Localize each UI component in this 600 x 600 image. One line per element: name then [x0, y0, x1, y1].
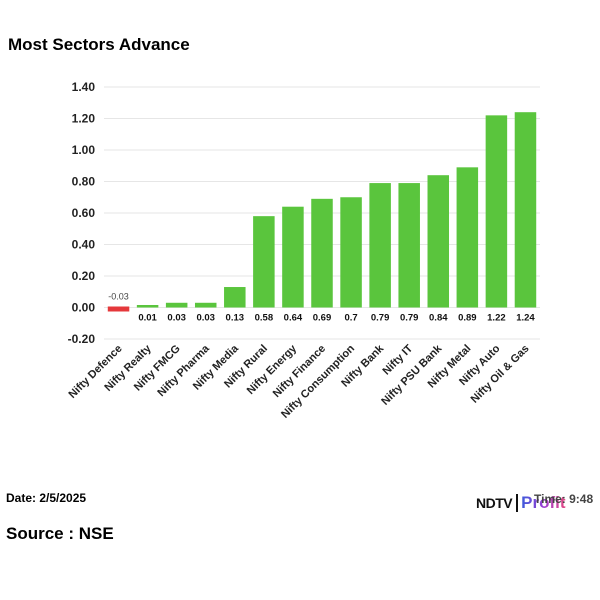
bar: [282, 206, 304, 308]
source-label: Source : NSE: [6, 524, 114, 543]
y-axis-ticks: 1.40 1.20 1.00 0.80 0.60 0.40 0.20 0.00 -0.20: [68, 80, 96, 346]
data-label: 0.79: [371, 313, 390, 324]
data-label: 1.24: [516, 313, 535, 324]
time-label: Time: 9:48: [534, 492, 594, 506]
bar: [224, 287, 246, 308]
bar: [311, 198, 333, 308]
brand-profit-text: Profit: [521, 493, 566, 512]
y-tick-label: 0.00: [72, 301, 96, 315]
bar: [456, 167, 479, 308]
data-label: 0.69: [313, 313, 332, 324]
bar: [427, 175, 450, 308]
data-label: 0.13: [226, 313, 245, 324]
data-label: 0.03: [196, 313, 215, 324]
data-label: 0.7: [344, 313, 357, 324]
data-label: 0.79: [400, 313, 419, 324]
y-tick-label: 0.60: [72, 206, 96, 220]
data-label: 0.64: [284, 313, 303, 324]
data-labels: -0.03 0.01 0.03 0.03 0.13 0.58 0.64 0.69 0.7 0.79…: [108, 292, 535, 324]
bar: [340, 197, 362, 308]
ndtv-profit-logo: NDTV Profit: [476, 492, 566, 514]
y-tick-label: 1.40: [72, 80, 96, 94]
bar: [194, 302, 217, 308]
data-label: 0.01: [138, 313, 157, 324]
data-label: 0.89: [458, 313, 477, 324]
bar: [136, 305, 159, 308]
bar: [485, 115, 508, 308]
bar: [107, 306, 130, 312]
bar: [514, 112, 537, 308]
y-tick-label: -0.20: [68, 332, 96, 346]
bar: [369, 183, 391, 308]
bar: [253, 216, 275, 308]
y-tick-label: 1.20: [72, 112, 96, 126]
date-label: Date: 2/5/2025: [6, 491, 87, 505]
y-tick-label: 0.40: [72, 238, 96, 252]
bar-chart: 1.40 1.20 1.00 0.80 0.60 0.40 0.20 0.00 -0.20 -0…: [66, 80, 540, 421]
data-label: 0.84: [429, 313, 448, 324]
data-label: 1.22: [487, 313, 506, 324]
bar: [398, 183, 420, 308]
data-label: 0.58: [255, 313, 274, 324]
y-tick-label: 0.80: [72, 175, 96, 189]
bars: [107, 112, 537, 312]
brand-ndtv-text: NDTV: [476, 495, 513, 511]
chart-title: Most Sectors Advance: [8, 35, 190, 54]
brand-divider: [516, 494, 519, 512]
data-label: 0.03: [167, 313, 186, 324]
y-tick-label: 0.20: [72, 269, 96, 283]
y-tick-label: 1.00: [72, 143, 96, 157]
data-label: -0.03: [108, 292, 129, 302]
bar: [165, 302, 188, 308]
